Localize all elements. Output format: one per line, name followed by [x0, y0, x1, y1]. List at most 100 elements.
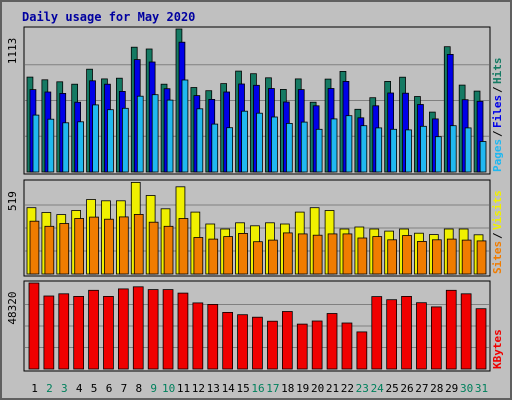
kbytes-max-label: 48320	[6, 291, 19, 324]
x-tick-5: 5	[91, 382, 98, 395]
kbytes-bar-kbytes-6	[103, 295, 114, 370]
visits-bar-sites-18	[282, 232, 293, 275]
hits-bar-pages-17	[271, 116, 278, 173]
hits-bar-pages-12	[196, 108, 204, 173]
hits-bar-pages-14	[226, 127, 233, 173]
hits-legend-separator: /	[491, 130, 504, 137]
visits-bar-sites-17	[268, 239, 278, 275]
kbytes-bar-kbytes-13	[207, 303, 219, 370]
hits-legend-pages: Pages	[491, 139, 504, 172]
hits-bar-pages-21	[330, 118, 338, 173]
kbytes-bar-kbytes-5	[88, 289, 99, 370]
hits-bar-pages-19	[300, 121, 308, 173]
kbytes-bar-kbytes-28	[430, 306, 442, 370]
kbytes-bar-kbytes-30	[460, 293, 472, 370]
visits-bar-sites-20	[312, 234, 323, 275]
hits-bar-pages-31	[479, 141, 487, 173]
visits-bar-sites-1	[29, 220, 40, 275]
hits-bar-pages-25	[390, 128, 398, 173]
visits-bar-sites-12	[193, 237, 204, 275]
x-tick-2: 2	[46, 382, 53, 395]
visits-max-label: 519	[6, 191, 19, 211]
visits-bar-sites-15	[238, 232, 248, 275]
x-tick-8: 8	[135, 382, 142, 395]
kbytes-bar-kbytes-15	[237, 314, 248, 370]
hits-bar-pages-28	[434, 136, 442, 173]
kbytes-bar-kbytes-7	[118, 288, 129, 370]
x-tick-15: 15	[236, 382, 249, 395]
x-tick-12: 12	[192, 382, 205, 395]
hits-bar-pages-24	[375, 127, 383, 173]
kbytes-bar-kbytes-17	[267, 320, 278, 370]
x-tick-30: 30	[460, 382, 473, 395]
kbytes-bar-kbytes-1	[28, 282, 40, 370]
visits-bar-sites-10	[163, 225, 174, 275]
visits-bar-sites-9	[148, 221, 159, 275]
kbytes-bar-kbytes-14	[222, 311, 233, 370]
hits-max-label: 1113	[6, 38, 19, 65]
visits-bar-sites-4	[74, 218, 84, 275]
x-tick-3: 3	[61, 382, 68, 395]
x-tick-23: 23	[356, 382, 369, 395]
kbytes-bar-kbytes-10	[162, 289, 174, 370]
kbytes-bar-kbytes-20	[311, 320, 323, 370]
hits-bar-pages-7	[122, 107, 129, 173]
hits-bar-pages-3	[62, 122, 70, 173]
x-tick-21: 21	[326, 382, 339, 395]
hits-bar-pages-26	[405, 129, 412, 173]
kbytes-bar-kbytes-31	[475, 308, 487, 370]
chart-title: Daily usage for May 2020	[22, 10, 196, 24]
visits-bar-sites-29	[446, 238, 457, 275]
visits-bar-sites-23	[357, 237, 368, 275]
x-tick-9: 9	[150, 382, 157, 395]
hits-bar-pages-18	[285, 123, 293, 173]
x-tick-19: 19	[296, 382, 309, 395]
visits-legend-visits: Visits	[491, 190, 504, 230]
x-tick-1: 1	[31, 382, 38, 395]
x-tick-22: 22	[341, 382, 354, 395]
hits-legend-hits: Hits	[491, 58, 504, 85]
x-tick-24: 24	[371, 382, 385, 395]
x-tick-18: 18	[281, 382, 294, 395]
hits-bar-pages-10	[166, 99, 174, 173]
x-tick-6: 6	[106, 382, 113, 395]
visits-bar-sites-25	[387, 239, 398, 275]
x-tick-4: 4	[76, 382, 83, 395]
hits-bar-pages-9	[151, 94, 159, 173]
hits-bar-pages-13	[211, 123, 219, 173]
x-tick-29: 29	[445, 382, 458, 395]
kbytes-bar-kbytes-8	[132, 286, 144, 370]
kbytes-bar-kbytes-22	[341, 322, 353, 370]
kbytes-bar-kbytes-18	[281, 311, 293, 370]
visits-bar-sites-31	[476, 240, 487, 275]
visits-bar-sites-27	[417, 240, 427, 275]
kbytes-bar-kbytes-24	[371, 296, 383, 370]
hits-bar-pages-6	[107, 109, 114, 173]
visits-bar-sites-8	[133, 213, 144, 275]
kbytes-bar-kbytes-9	[147, 289, 159, 370]
kbytes-bar-kbytes-25	[386, 299, 398, 370]
x-tick-7: 7	[121, 382, 128, 395]
kbytes-bar-kbytes-23	[356, 331, 368, 370]
x-tick-10: 10	[162, 382, 175, 395]
hits-bar-pages-22	[345, 115, 353, 173]
visits-bar-sites-13	[208, 238, 219, 275]
x-tick-13: 13	[207, 382, 220, 395]
hits-bar-pages-23	[360, 125, 368, 173]
visits-bar-sites-26	[402, 235, 412, 275]
kbytes-bar-kbytes-19	[296, 323, 308, 370]
kbytes-bar-kbytes-21	[326, 313, 338, 370]
x-tick-26: 26	[400, 382, 413, 395]
kbytes-bar-kbytes-16	[252, 316, 263, 370]
hits-bar-pages-20	[315, 128, 323, 173]
visits-bar-sites-30	[461, 239, 472, 275]
hits-bar-pages-16	[256, 112, 263, 173]
x-tick-20: 20	[311, 382, 324, 395]
hits-bar-pages-29	[449, 125, 457, 173]
x-tick-17: 17	[266, 382, 279, 395]
kbytes-bar-kbytes-26	[401, 295, 412, 370]
hits-bar-pages-1	[32, 114, 40, 173]
kbytes-bar-kbytes-27	[416, 302, 427, 370]
hits-legend-files: Files	[491, 95, 504, 128]
